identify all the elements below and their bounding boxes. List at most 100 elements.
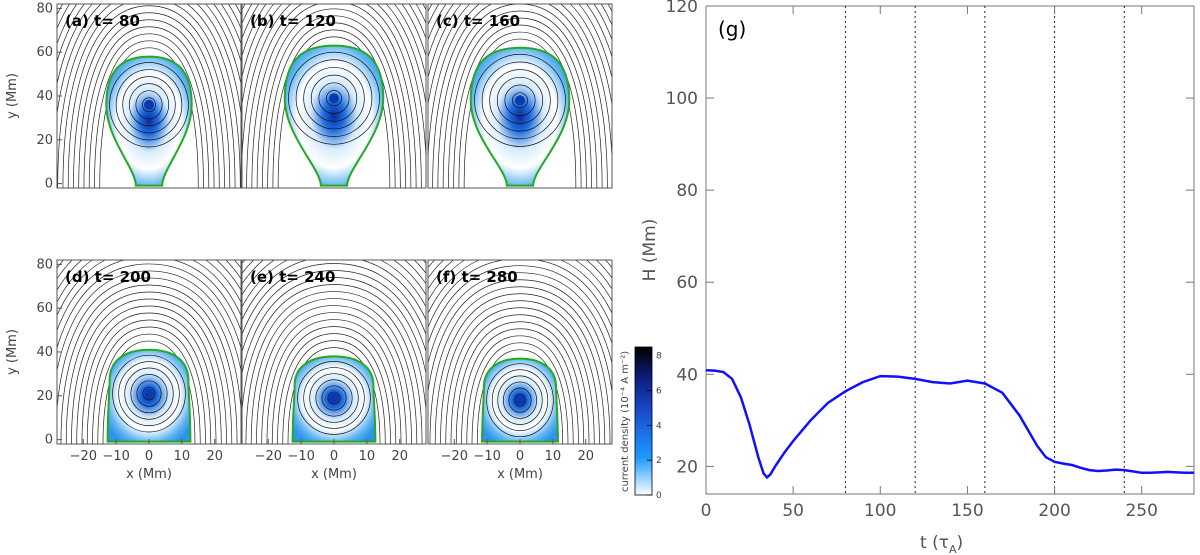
y-tick-label: 40 <box>676 365 698 385</box>
field-line <box>256 8 412 188</box>
field-line <box>432 4 608 188</box>
y-tick-label: 120 <box>666 0 698 17</box>
panel-0: (a) t= 80 0 20 40 60 80 y (Mm) <box>5 1 242 192</box>
field-line <box>266 319 402 444</box>
field-line <box>246 4 422 188</box>
field-line <box>250 298 418 444</box>
rope-contour <box>508 387 532 413</box>
field-line <box>62 4 236 188</box>
field-line <box>450 314 590 444</box>
field-line <box>251 4 417 188</box>
field-line <box>57 277 241 416</box>
x-axis-label: x (Mm) <box>497 467 543 482</box>
x-tick-label: 100 <box>864 501 896 521</box>
colorbar-tick-label: 0 <box>656 491 662 501</box>
field-line <box>272 29 396 188</box>
panel-3: (d) t= 200 0 20 40 60 80 y (Mm) −20 −10 0 10 20 x (M… <box>5 257 242 482</box>
field-line <box>267 22 401 188</box>
field-line <box>83 26 215 188</box>
x-tick-label: 20 <box>206 449 223 464</box>
x-tick-label: −20 <box>441 449 468 464</box>
rope-core <box>144 388 154 399</box>
panel-2: (c) t= 160 <box>427 3 613 189</box>
field-line <box>442 10 598 188</box>
field-line <box>81 312 217 444</box>
rope-contour <box>486 363 554 438</box>
y-tick-label: 20 <box>676 457 698 477</box>
field-line <box>429 286 611 444</box>
rope-contour <box>491 369 549 431</box>
rope-contour <box>481 61 559 140</box>
field-line <box>428 4 612 109</box>
field-line <box>466 335 574 444</box>
x-tick-label: −10 <box>473 449 500 464</box>
field-line <box>455 321 585 444</box>
rope-contour <box>496 76 544 124</box>
rope-core <box>144 99 154 110</box>
y-tick-label: 60 <box>36 45 53 60</box>
panel-5: (f) t= 280 −20 −10 0 10 20 x (Mm) <box>427 259 613 482</box>
rope-contour <box>297 361 371 435</box>
field-line <box>97 333 201 444</box>
field-line <box>78 19 220 188</box>
panel-label: (b) t= 120 <box>250 12 336 30</box>
field-line <box>99 47 199 188</box>
x-tick-label: 0 <box>145 449 153 464</box>
y-tick-label: 40 <box>36 345 53 360</box>
field-line <box>245 291 423 444</box>
rope-contour <box>502 381 538 419</box>
field-line <box>271 326 397 444</box>
panel-label-g: (g) <box>718 17 746 41</box>
y-tick-label: 20 <box>36 133 53 148</box>
rope-core <box>329 93 339 104</box>
y-axis-label: H (Mm) <box>640 219 660 282</box>
x-axis-label: x (Mm) <box>126 467 172 482</box>
colorbar-bar <box>634 346 653 496</box>
y-axis-label: y (Mm) <box>5 329 20 375</box>
x-tick-label: 10 <box>174 449 191 464</box>
rope-contour <box>326 90 342 107</box>
x-tick-label: −10 <box>102 449 129 464</box>
field-line <box>94 40 204 188</box>
x-tick-label: −10 <box>287 449 314 464</box>
field-line <box>428 279 612 396</box>
field-line <box>242 4 426 108</box>
field-line <box>65 291 233 444</box>
rope-contour <box>136 380 162 407</box>
colorbar-tick-label: 2 <box>656 456 662 466</box>
field-line <box>67 5 231 188</box>
y-tick-label: 40 <box>36 89 53 104</box>
rope-contour <box>327 391 341 405</box>
field-line <box>277 36 391 188</box>
y-tick-label: 0 <box>45 433 53 448</box>
field-line <box>428 4 612 169</box>
rope-contour <box>115 69 183 141</box>
y-tick-label: 80 <box>36 257 53 272</box>
rope-contour <box>303 67 365 130</box>
rope-contour <box>497 375 543 425</box>
colorbar-label: current density (10⁻⁴ A m⁻²) <box>620 351 631 492</box>
y-tick-label: 100 <box>666 89 698 109</box>
field-line <box>282 340 386 444</box>
x-tick-label: 250 <box>1125 501 1157 521</box>
field-line <box>471 342 569 444</box>
field-line <box>242 4 426 169</box>
field-line <box>57 263 241 350</box>
panel-1: (b) t= 120 <box>241 3 427 189</box>
panel-label: (e) t= 240 <box>250 268 335 286</box>
y-tick-label: 80 <box>36 1 53 16</box>
rope-contour <box>318 82 350 114</box>
colorbar: 0 2 4 6 8 current density (10⁻⁴ A m⁻²) <box>620 346 662 501</box>
x-tick-label: 10 <box>359 449 376 464</box>
rope-contour <box>504 84 536 117</box>
colorbar-tick-label: 8 <box>656 352 662 362</box>
rope-contour <box>310 74 358 122</box>
y-tick-label: 60 <box>36 301 53 316</box>
panel-label: (d) t= 200 <box>65 268 151 286</box>
field-line <box>57 4 241 188</box>
field-line <box>57 270 241 374</box>
rope-contour <box>142 386 156 401</box>
panel-label: (f) t= 280 <box>436 268 518 286</box>
field-line <box>88 33 210 188</box>
x-axis-label: x (Mm) <box>311 467 357 482</box>
